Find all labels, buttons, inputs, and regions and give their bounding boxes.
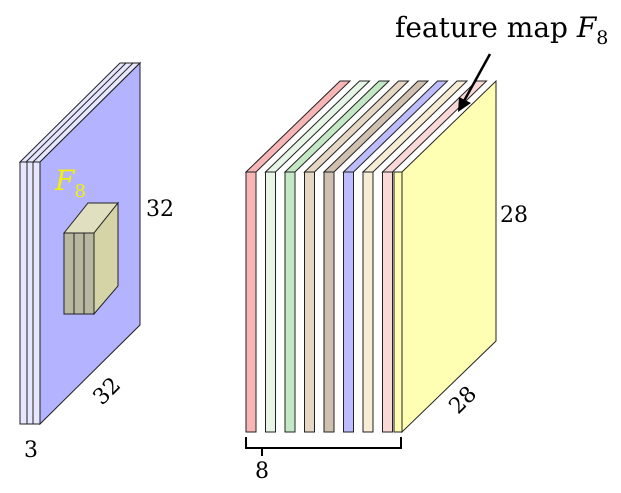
feature-map-slice-edge-8 (382, 171, 393, 433)
feature-map-slice-edge-7 (362, 171, 374, 433)
callout-arrow-shaft (462, 53, 492, 102)
feature-map-count-brace (245, 437, 402, 456)
filter-cube-front-2 (73, 232, 85, 315)
input-height-label: 32 (146, 197, 174, 222)
input-width-label: 32 (89, 373, 126, 410)
input-slice-side-3 (19, 161, 28, 425)
feature-map-front-edge (393, 171, 403, 433)
feature-map-slice-edge-5 (323, 171, 335, 433)
feature-map-callout-label: feature map F8 (395, 11, 608, 49)
feature-map-slice-edge-1 (245, 171, 257, 433)
callout-arrow-head (458, 97, 471, 112)
input-volume: F8 32 32 3 (18, 61, 174, 463)
feature-map-height-label: 28 (500, 203, 528, 228)
feature-map-front-face (401, 79, 497, 434)
feature-map-stack (244, 79, 497, 434)
feature-map-slice-edge-3 (284, 171, 296, 433)
feature-map-width-label: 28 (445, 382, 482, 419)
filter-cube (62, 201, 120, 316)
input-slice-side-1 (32, 161, 41, 425)
input-depth-label: 3 (24, 438, 38, 463)
input-slice-side-2 (26, 161, 34, 425)
feature-map-count-label: 8 (255, 459, 269, 484)
filter-label: F8 (54, 164, 86, 202)
feature-map-callout: feature map F8 (395, 11, 608, 112)
feature-map-callout-letter: F (576, 11, 598, 44)
feature-map-slice-edge-2 (265, 171, 276, 433)
filter-cube-front-1 (63, 232, 75, 315)
feature-map-slice-edge-4 (304, 171, 315, 433)
feature-map-slice-edge-6 (343, 171, 354, 433)
feature-map-callout-subscript: 8 (596, 27, 608, 49)
filter-label-letter: F (54, 164, 76, 197)
feature-map-callout-text: feature map (395, 11, 577, 44)
filter-label-subscript: 8 (74, 181, 85, 202)
filter-cube-front-3 (83, 232, 95, 315)
